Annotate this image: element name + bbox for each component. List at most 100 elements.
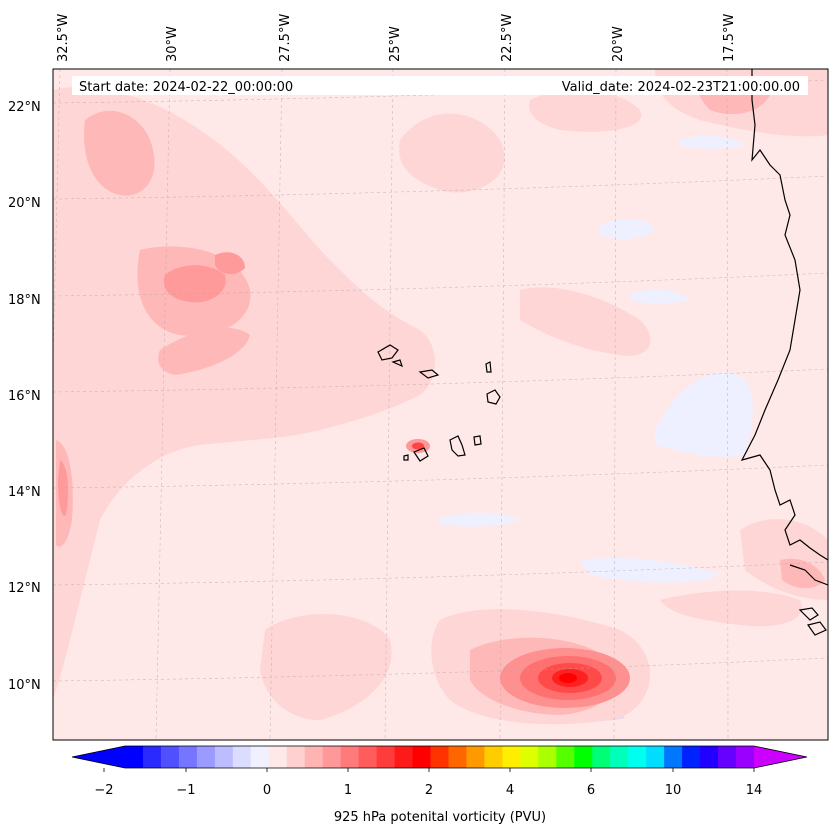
colorbar-segment — [538, 746, 557, 768]
strong-patch — [58, 460, 68, 516]
island-outline — [413, 447, 429, 462]
lat-label: 12°N — [8, 581, 41, 596]
colorbar-segment — [466, 746, 485, 768]
colorbar-tick-label: −1 — [176, 783, 195, 798]
colorbar-segment — [232, 746, 252, 768]
colorbar-segment — [125, 746, 144, 768]
info-box-bg — [72, 76, 808, 95]
start-date: Start date: 2024-02-22_00:00:00 — [79, 80, 293, 95]
blue-patch — [440, 512, 520, 527]
gridline — [53, 272, 828, 297]
island-outline — [807, 621, 827, 636]
colorbar-segment — [556, 746, 575, 768]
lon-label: 25°W — [388, 26, 403, 62]
blue-patch — [600, 218, 655, 240]
pv-maximum — [500, 648, 630, 708]
gridline — [155, 69, 171, 740]
pv-field — [53, 69, 828, 740]
gridline — [499, 69, 506, 740]
lat-label: 18°N — [8, 293, 41, 308]
mainland-coast — [789, 564, 828, 586]
colorbar-tick-label: 1 — [344, 783, 352, 798]
colorbar-segment — [358, 746, 378, 768]
island-outline — [486, 389, 501, 405]
spot-ring — [412, 442, 424, 450]
blue-patch — [630, 289, 690, 304]
colorbar-segment — [340, 746, 360, 768]
strong-patch — [215, 252, 245, 275]
map-frame — [52, 68, 829, 741]
light-patch — [520, 287, 651, 356]
valid-date: Valid_date: 2024-02-23T21:00:00.00 — [562, 80, 800, 95]
colorbar-segment — [214, 746, 234, 768]
date-info-box: Start date: 2024-02-22_00:00:00 Valid_da… — [72, 76, 808, 95]
lat-label: 14°N — [8, 485, 41, 500]
colorbar-segment — [682, 746, 701, 768]
colorbar-label: 925 hPa potenital vorticity (PVU) — [334, 810, 546, 825]
lon-label: 20°W — [611, 26, 626, 62]
lat-label: 10°N — [8, 678, 41, 693]
light-patch — [260, 613, 392, 720]
colorbar-outline — [71, 745, 808, 769]
colorbar-segment — [628, 746, 647, 768]
colorbar-tick-label: 6 — [587, 783, 595, 798]
colorbar-segment — [268, 746, 288, 768]
gridline — [53, 464, 828, 489]
colorbar-tick-label: 14 — [746, 783, 763, 798]
colorbar-segment — [196, 746, 216, 768]
gridline — [726, 69, 729, 740]
mainland-coast — [740, 69, 828, 561]
light-patch — [399, 113, 505, 193]
coastline — [740, 69, 828, 636]
colorbar-segment — [610, 746, 629, 768]
colorbar-tick-label: −2 — [94, 783, 113, 798]
island-outline — [449, 435, 466, 457]
island-outline — [418, 369, 440, 379]
latitude-labels: 22°N 20°N 18°N 16°N 14°N 12°N 10°N — [8, 100, 41, 693]
blue-patch — [655, 372, 753, 457]
colorbar-segment — [574, 746, 593, 768]
gridline — [53, 79, 828, 104]
island-outline — [798, 607, 819, 621]
longitude-labels: 32.5°W 30°W 27.5°W 25°W 22.5°W 20°W 17.5… — [56, 14, 737, 62]
gridlines — [53, 69, 828, 740]
colorbar-segment — [178, 746, 198, 768]
lon-label: 22.5°W — [500, 14, 515, 62]
island-outline — [403, 454, 409, 461]
colorbar-segment — [484, 746, 503, 768]
medium-patch — [780, 558, 825, 589]
lon-label: 30°W — [165, 26, 180, 62]
lat-label: 16°N — [8, 389, 41, 404]
gridline — [53, 657, 828, 682]
island-outline — [485, 361, 492, 373]
gridline — [53, 368, 828, 393]
gridline — [53, 561, 828, 586]
colorbar-segment — [520, 746, 539, 768]
lon-label: 27.5°W — [278, 14, 293, 62]
colorbar-segment — [376, 746, 396, 768]
colorbar-under-arrow — [72, 746, 125, 768]
gridline — [384, 69, 394, 740]
colorbar-segment — [160, 746, 180, 768]
colorbar-tick-label: 10 — [665, 783, 682, 798]
colorbar-segment — [664, 746, 683, 768]
colorbar-segment — [142, 746, 162, 768]
colorbar-segment — [592, 746, 611, 768]
light-patch — [529, 89, 642, 132]
medium-patch — [84, 110, 155, 196]
island-outline — [377, 344, 399, 361]
colorbar-segment — [718, 746, 737, 768]
light-patch — [53, 86, 435, 701]
colorbar-segment — [502, 746, 521, 768]
colorbar-segment — [286, 746, 306, 768]
light-patch — [660, 590, 802, 627]
colorbar-tick-label: 0 — [263, 783, 271, 798]
lon-label: 17.5°W — [722, 14, 737, 62]
colorbar-segment — [448, 746, 467, 768]
gridline — [269, 69, 283, 740]
gridline — [613, 69, 617, 740]
colorbar-over-arrow — [754, 746, 807, 768]
lat-label: 20°N — [8, 196, 41, 211]
colorbar-segment — [700, 746, 719, 768]
